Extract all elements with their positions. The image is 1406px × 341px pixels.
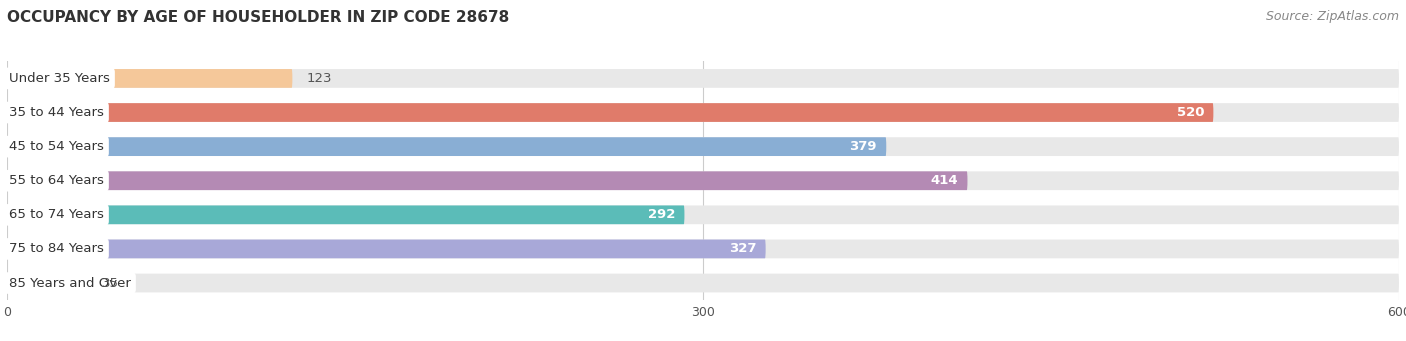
Text: OCCUPANCY BY AGE OF HOUSEHOLDER IN ZIP CODE 28678: OCCUPANCY BY AGE OF HOUSEHOLDER IN ZIP C… (7, 10, 509, 25)
Text: Source: ZipAtlas.com: Source: ZipAtlas.com (1265, 10, 1399, 23)
FancyBboxPatch shape (7, 103, 1399, 122)
Text: 35: 35 (103, 277, 120, 290)
Text: 292: 292 (648, 208, 675, 221)
FancyBboxPatch shape (7, 172, 967, 190)
Text: 414: 414 (931, 174, 959, 187)
Text: 75 to 84 Years: 75 to 84 Years (10, 242, 104, 255)
Text: 520: 520 (1177, 106, 1204, 119)
FancyBboxPatch shape (7, 273, 89, 292)
FancyBboxPatch shape (7, 103, 1213, 122)
FancyBboxPatch shape (7, 137, 886, 156)
FancyBboxPatch shape (7, 172, 1399, 190)
Text: 379: 379 (849, 140, 877, 153)
FancyBboxPatch shape (7, 239, 1399, 258)
Text: 45 to 54 Years: 45 to 54 Years (10, 140, 104, 153)
Text: Under 35 Years: Under 35 Years (10, 72, 110, 85)
Text: 35 to 44 Years: 35 to 44 Years (10, 106, 104, 119)
Text: 123: 123 (307, 72, 332, 85)
Text: 85 Years and Over: 85 Years and Over (10, 277, 131, 290)
FancyBboxPatch shape (7, 205, 685, 224)
FancyBboxPatch shape (7, 273, 1399, 292)
FancyBboxPatch shape (7, 239, 766, 258)
FancyBboxPatch shape (7, 137, 1399, 156)
FancyBboxPatch shape (7, 69, 292, 88)
FancyBboxPatch shape (7, 69, 1399, 88)
Text: 327: 327 (728, 242, 756, 255)
Text: 55 to 64 Years: 55 to 64 Years (10, 174, 104, 187)
Text: 65 to 74 Years: 65 to 74 Years (10, 208, 104, 221)
FancyBboxPatch shape (7, 205, 1399, 224)
